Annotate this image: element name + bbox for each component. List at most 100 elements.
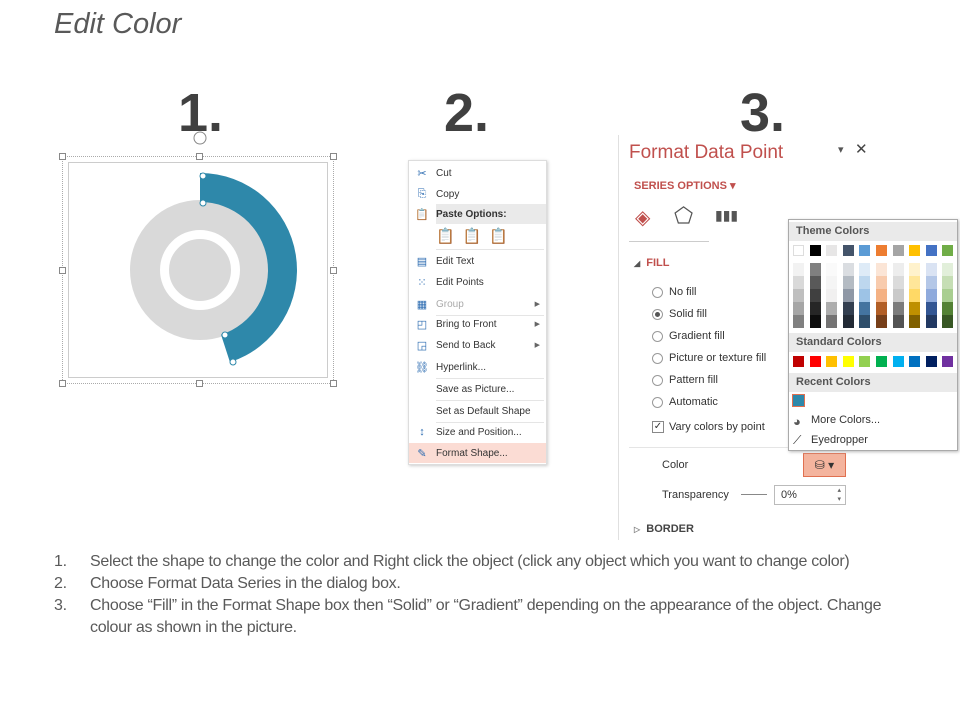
- point-handle[interactable]: [221, 331, 229, 339]
- theme-shade-swatch[interactable]: [826, 263, 838, 276]
- series-options-dropdown[interactable]: SERIES OPTIONS ▾: [634, 179, 736, 192]
- theme-color-swatch[interactable]: [942, 245, 954, 256]
- fill-radio-pattern[interactable]: [652, 375, 663, 386]
- theme-shade-swatch[interactable]: [892, 302, 904, 315]
- point-handle[interactable]: [199, 199, 207, 207]
- theme-shade-swatch[interactable]: [842, 315, 854, 328]
- standard-color-swatch[interactable]: [925, 356, 937, 367]
- theme-shade-swatch[interactable]: [809, 302, 821, 315]
- theme-shade-swatch[interactable]: [942, 276, 954, 289]
- theme-shade-swatch[interactable]: [826, 302, 838, 315]
- theme-shade-swatch[interactable]: [793, 302, 804, 315]
- more-colors-button[interactable]: More Colors...: [811, 414, 881, 426]
- recent-color-swatch[interactable]: [792, 394, 805, 407]
- theme-shade-swatch[interactable]: [909, 289, 921, 302]
- theme-shade-swatch[interactable]: [842, 302, 854, 315]
- theme-shade-swatch[interactable]: [876, 263, 887, 276]
- theme-shade-swatch[interactable]: [876, 315, 887, 328]
- paste-options-icons[interactable]: 📋📋📋: [436, 228, 517, 245]
- donut-ring[interactable]: [130, 200, 270, 340]
- resize-handle[interactable]: [59, 153, 66, 160]
- theme-shade-swatch[interactable]: [909, 302, 921, 315]
- theme-shade-swatch[interactable]: [793, 276, 804, 289]
- theme-color-swatch[interactable]: [842, 245, 854, 256]
- theme-color-swatch[interactable]: [925, 245, 937, 256]
- theme-shade-swatch[interactable]: [909, 315, 921, 328]
- theme-shade-swatch[interactable]: [892, 276, 904, 289]
- theme-shade-swatch[interactable]: [842, 289, 854, 302]
- fill-line-icon[interactable]: ◈: [635, 207, 651, 229]
- theme-shade-swatch[interactable]: [876, 276, 887, 289]
- resize-handle[interactable]: [196, 380, 203, 387]
- theme-shade-swatch[interactable]: [859, 289, 871, 302]
- menu-item-edit-points[interactable]: ⁙ Edit Points: [409, 272, 546, 292]
- menu-item-set-as-default-shape[interactable]: Set as Default Shape: [409, 401, 546, 421]
- theme-shade-swatch[interactable]: [925, 276, 937, 289]
- resize-handle[interactable]: [330, 153, 337, 160]
- menu-item-group[interactable]: ▦ Group ▶: [409, 294, 546, 314]
- vary-colors-checkbox[interactable]: ✓: [652, 421, 664, 433]
- spinner-icon[interactable]: ▴ ▾: [837, 487, 841, 503]
- close-icon[interactable]: ✕: [855, 141, 868, 158]
- theme-shade-swatch[interactable]: [876, 289, 887, 302]
- theme-color-swatch[interactable]: [876, 245, 887, 256]
- resize-handle[interactable]: [330, 380, 337, 387]
- fill-radio-gradient[interactable]: [652, 331, 663, 342]
- theme-shade-swatch[interactable]: [859, 276, 871, 289]
- theme-shade-swatch[interactable]: [909, 263, 921, 276]
- transparency-slider[interactable]: [741, 494, 767, 495]
- resize-handle[interactable]: [330, 267, 337, 274]
- theme-color-swatch[interactable]: [859, 245, 871, 256]
- theme-shade-swatch[interactable]: [842, 276, 854, 289]
- theme-shade-swatch[interactable]: [942, 263, 954, 276]
- color-picker-button[interactable]: ⛁ ▾: [803, 453, 846, 477]
- rotate-handle-icon[interactable]: [193, 131, 207, 145]
- menu-item-save-as-picture[interactable]: Save as Picture...: [409, 379, 546, 399]
- transparency-input[interactable]: 0% ▴ ▾: [774, 485, 846, 505]
- standard-color-swatch[interactable]: [909, 356, 921, 367]
- menu-item-cut[interactable]: ✂ Cut: [409, 163, 546, 183]
- theme-shade-swatch[interactable]: [892, 289, 904, 302]
- standard-color-swatch[interactable]: [876, 356, 887, 367]
- menu-item-copy[interactable]: ⎘ Copy: [409, 184, 546, 204]
- standard-color-swatch[interactable]: [826, 356, 838, 367]
- theme-shade-swatch[interactable]: [909, 276, 921, 289]
- resize-handle[interactable]: [59, 267, 66, 274]
- eyedropper-button[interactable]: Eyedropper: [811, 434, 868, 446]
- theme-shade-swatch[interactable]: [809, 289, 821, 302]
- menu-item-hyperlink[interactable]: ⛓ Hyperlink...: [409, 357, 546, 377]
- theme-shade-swatch[interactable]: [826, 276, 838, 289]
- series-options-icon[interactable]: ▮▮▮: [715, 207, 739, 223]
- fill-radio-picture[interactable]: [652, 353, 663, 364]
- donut-chart[interactable]: [0, 0, 400, 400]
- theme-color-swatch[interactable]: [909, 245, 921, 256]
- theme-shade-swatch[interactable]: [842, 263, 854, 276]
- standard-color-swatch[interactable]: [809, 356, 821, 367]
- theme-shade-swatch[interactable]: [859, 315, 871, 328]
- standard-color-swatch[interactable]: [842, 356, 854, 367]
- theme-color-swatch[interactable]: [809, 245, 821, 256]
- resize-handle[interactable]: [59, 380, 66, 387]
- menu-item-size-and-position[interactable]: ↕ Size and Position...: [409, 422, 546, 442]
- fill-section-header[interactable]: ◢ FILL: [634, 257, 670, 269]
- point-handle[interactable]: [229, 358, 237, 366]
- menu-item-edit-text[interactable]: ▤ Edit Text: [409, 251, 546, 271]
- theme-shade-swatch[interactable]: [925, 315, 937, 328]
- effects-pentagon-icon[interactable]: ⬠: [674, 203, 694, 228]
- theme-shade-swatch[interactable]: [942, 315, 954, 328]
- menu-item-bring-to-front[interactable]: ◰ Bring to Front ▶: [409, 314, 546, 334]
- theme-shade-swatch[interactable]: [809, 263, 821, 276]
- theme-shade-swatch[interactable]: [859, 263, 871, 276]
- menu-item-format-shape[interactable]: ✎ Format Shape...: [409, 443, 546, 463]
- theme-shade-swatch[interactable]: [809, 315, 821, 328]
- theme-color-swatch[interactable]: [892, 245, 904, 256]
- theme-shade-swatch[interactable]: [876, 302, 887, 315]
- point-handle[interactable]: [199, 172, 207, 180]
- standard-color-swatch[interactable]: [892, 356, 904, 367]
- fill-radio-solid[interactable]: [652, 309, 663, 320]
- theme-shade-swatch[interactable]: [925, 263, 937, 276]
- theme-shade-swatch[interactable]: [942, 302, 954, 315]
- theme-shade-swatch[interactable]: [793, 315, 804, 328]
- donut-highlight-segment[interactable]: [200, 173, 297, 363]
- theme-color-swatch[interactable]: [826, 245, 838, 256]
